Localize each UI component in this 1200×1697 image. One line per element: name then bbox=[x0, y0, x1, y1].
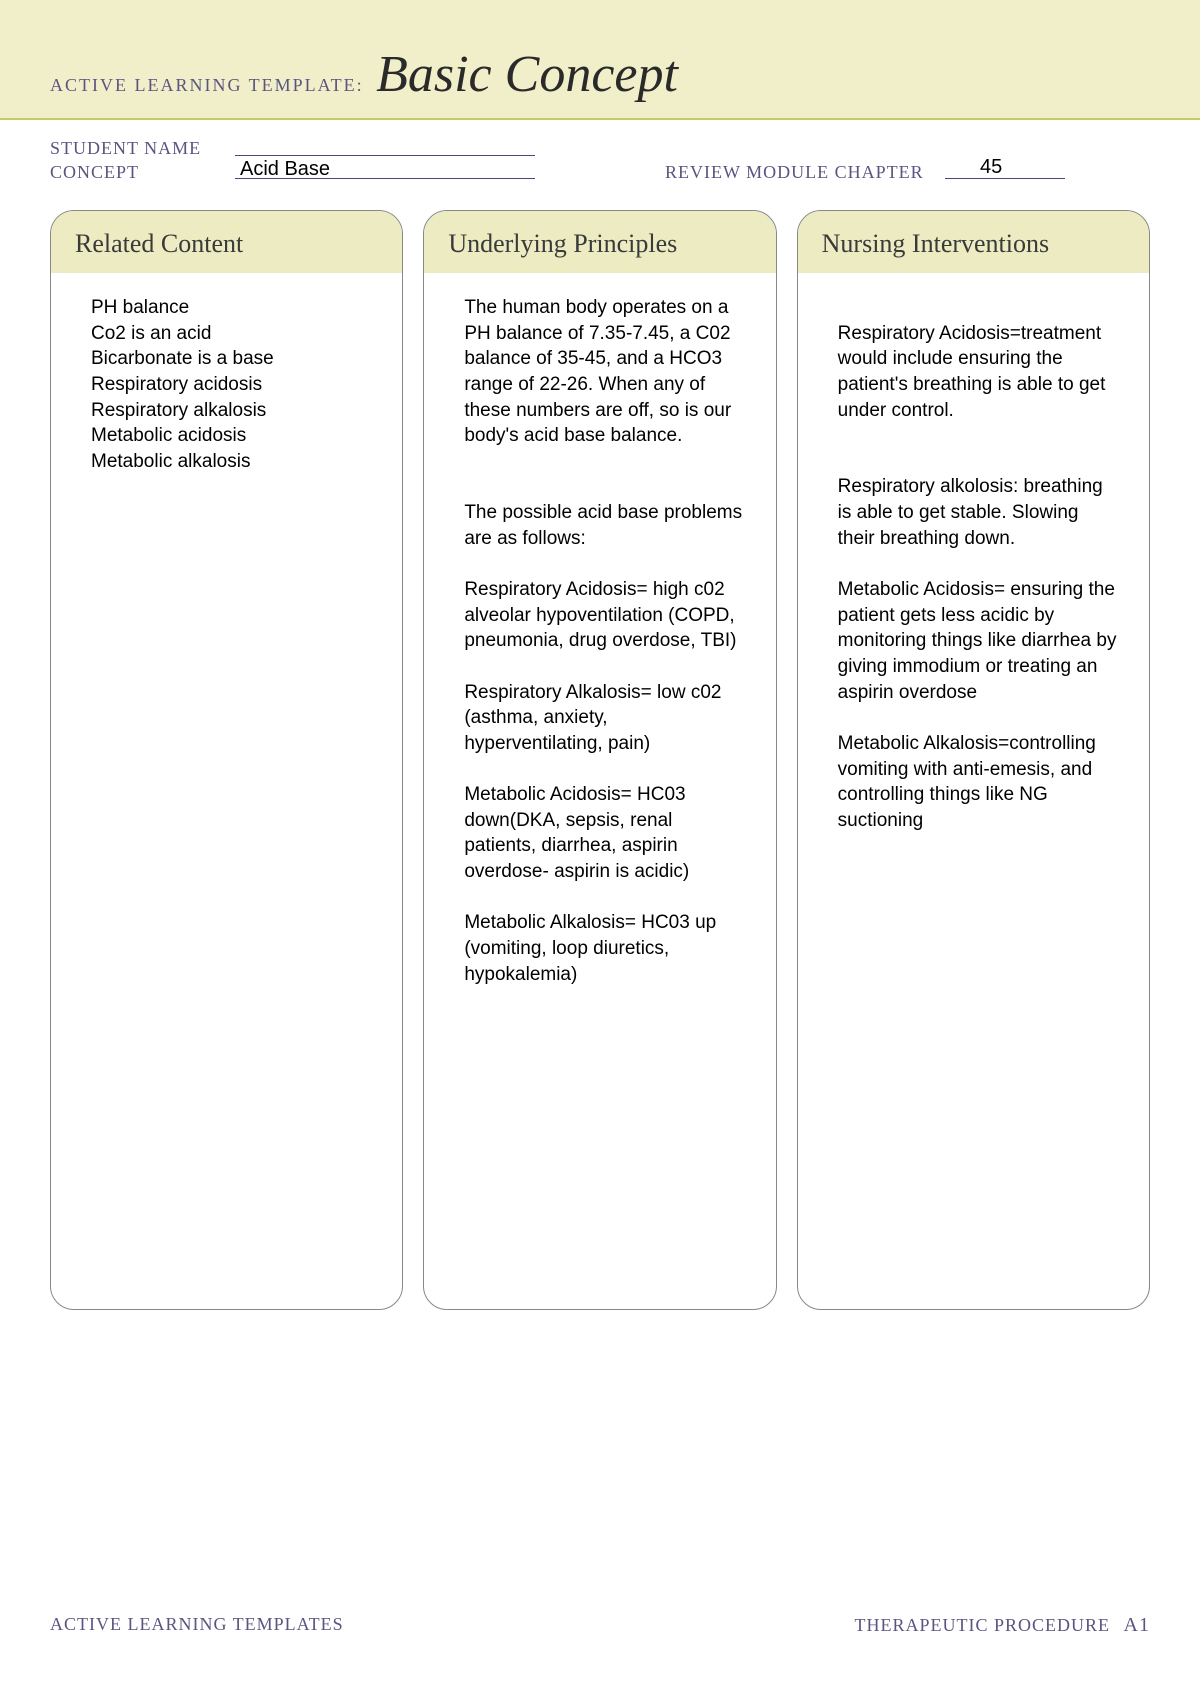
concept-value: Acid Base bbox=[240, 158, 330, 181]
card-header: Nursing Interventions bbox=[798, 211, 1149, 273]
concept-label: CONCEPT bbox=[50, 162, 139, 183]
card-body: PH balance Co2 is an acid Bicarbonate is… bbox=[51, 273, 402, 496]
card-underlying-principles: Underlying Principles The human body ope… bbox=[423, 210, 776, 1310]
footer-right: THERAPEUTIC PROCEDURE A1 bbox=[855, 1614, 1150, 1637]
card-related-content: Related Content PH balance Co2 is an aci… bbox=[50, 210, 403, 1310]
page-code: A1 bbox=[1124, 1614, 1150, 1636]
student-name-label: STUDENT NAME bbox=[50, 138, 201, 159]
meta-row: STUDENT NAME CONCEPT Acid Base REVIEW MO… bbox=[0, 120, 1200, 190]
header-prefix: ACTIVE LEARNING TEMPLATE: bbox=[50, 75, 364, 96]
header-title: Basic Concept bbox=[376, 45, 678, 104]
student-name-underline bbox=[235, 155, 535, 156]
chapter-value: 45 bbox=[980, 156, 1002, 179]
review-module-label: REVIEW MODULE CHAPTER bbox=[665, 162, 924, 183]
card-body: Respiratory Acidosis=treatment would inc… bbox=[798, 273, 1149, 855]
card-header: Related Content bbox=[51, 211, 402, 273]
card-header: Underlying Principles bbox=[424, 211, 775, 273]
card-body: The human body operates on a PH balance … bbox=[424, 273, 775, 1009]
header-band: ACTIVE LEARNING TEMPLATE: Basic Concept bbox=[0, 0, 1200, 120]
card-nursing-interventions: Nursing Interventions Respiratory Acidos… bbox=[797, 210, 1150, 1310]
footer-right-text: THERAPEUTIC PROCEDURE bbox=[855, 1615, 1111, 1635]
columns-container: Related Content PH balance Co2 is an aci… bbox=[0, 190, 1200, 1310]
footer-left: ACTIVE LEARNING TEMPLATES bbox=[50, 1614, 344, 1637]
footer: ACTIVE LEARNING TEMPLATES THERAPEUTIC PR… bbox=[0, 1614, 1200, 1637]
chapter-underline bbox=[945, 178, 1065, 179]
